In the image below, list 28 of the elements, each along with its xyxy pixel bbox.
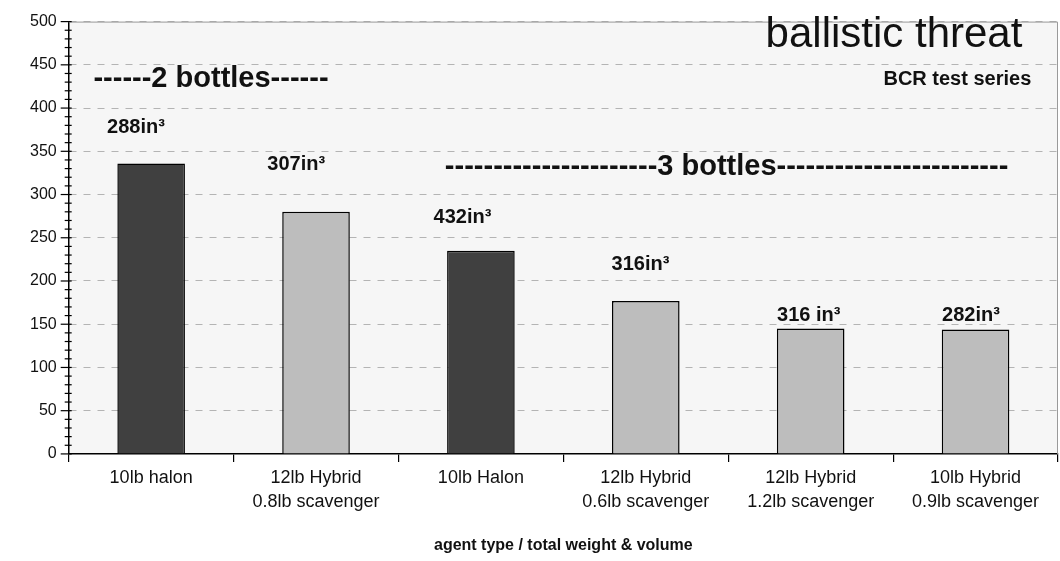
x-tick-label: 12lb Hybrid 1.2lb scavenger (747, 466, 875, 511)
x-tick-label: 10lb Hybrid 0.9lb scavenger (912, 466, 1040, 511)
x-tick-label: 10lb halon (109, 466, 193, 487)
y-tick-label: 300 (29, 184, 57, 202)
annotation: 288in³ (107, 114, 166, 137)
chart-title: ballistic threat (765, 8, 1023, 56)
y-tick-label: 150 (29, 314, 57, 332)
x-tick-label: 10lb Halon (437, 466, 524, 487)
x-axis-title: agent type / total weight & volume (434, 535, 693, 553)
annotation: 316 in³ (777, 303, 841, 326)
y-tick-label: 250 (29, 228, 57, 246)
y-tick-label: 50 (38, 401, 57, 419)
y-tick-label: 500 (29, 12, 57, 30)
y-tick-label: 200 (29, 271, 57, 289)
y-tick-label: 350 (29, 141, 57, 159)
y-tick-label: 100 (29, 357, 57, 375)
annotation: 432in³ (433, 205, 492, 228)
y-tick-label: 0 (47, 444, 57, 462)
y-tick-label: 450 (29, 55, 57, 73)
annotation: 316in³ (611, 252, 670, 275)
annotation: 307in³ (267, 152, 326, 175)
y-tick-label: 400 (29, 98, 57, 116)
annotation: 282in³ (942, 303, 1001, 326)
annotation: ----------------------3 bottles------------------------ (444, 148, 1009, 181)
x-tick-label: 12lb Hybrid 0.8lb scavenger (252, 466, 380, 511)
x-tick-label: 12lb Hybrid 0.6lb scavenger (582, 466, 710, 511)
annotation: BCR test series (883, 67, 1032, 90)
annotation: ------2 bottles------ (93, 60, 329, 93)
